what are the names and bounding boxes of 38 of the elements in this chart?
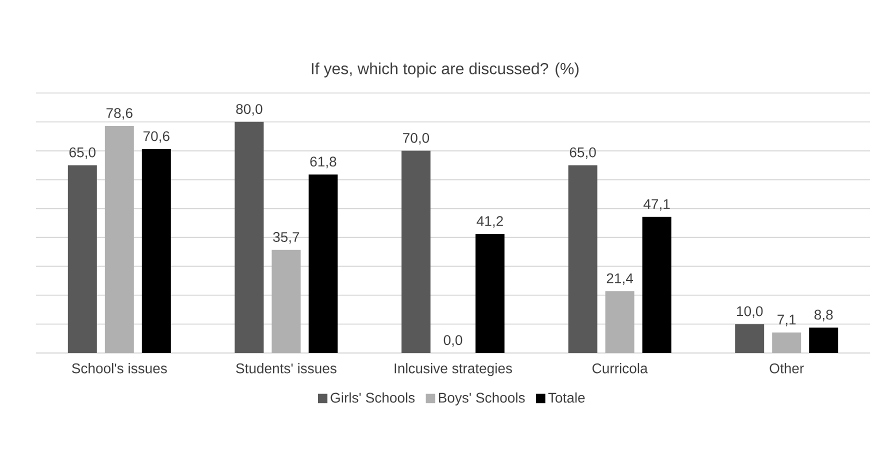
data-label: 65,0 xyxy=(570,147,596,159)
bar xyxy=(735,324,764,353)
bar xyxy=(308,174,338,353)
legend-label: Totale xyxy=(548,392,585,403)
data-label: 10,0 xyxy=(737,306,763,318)
bar xyxy=(605,291,634,353)
data-label: 47,1 xyxy=(643,199,670,211)
data-label: 8,8 xyxy=(814,310,833,322)
bar xyxy=(642,216,672,353)
chart-title: If yes, which topic are discussed? (%) xyxy=(312,62,579,78)
data-label: 21,4 xyxy=(606,273,633,285)
bar xyxy=(568,165,598,353)
data-label: 61,8 xyxy=(310,156,336,168)
bar xyxy=(809,328,838,353)
data-label: 80,0 xyxy=(236,104,262,116)
legend-label: Boys' Schools xyxy=(438,392,525,406)
legend-label: Girls' Schools xyxy=(330,392,415,403)
data-label: 35,7 xyxy=(273,232,300,244)
x-tick-label: Curricola xyxy=(592,363,648,374)
x-tick-label: Students' issues xyxy=(236,363,336,374)
bar xyxy=(402,150,431,353)
x-tick-label: School's issues xyxy=(72,363,167,374)
data-label: 70,6 xyxy=(143,131,170,143)
data-label: 70,0 xyxy=(403,132,430,145)
data-label: 7,1 xyxy=(778,314,796,326)
x-tick-label: Inlcusive strategies xyxy=(394,363,512,376)
bar xyxy=(772,332,802,353)
bar xyxy=(272,250,301,353)
bar xyxy=(234,122,264,353)
data-label: 41,2 xyxy=(476,216,503,228)
data-label: 78,6 xyxy=(106,108,132,120)
bar xyxy=(104,126,134,353)
bar xyxy=(142,149,171,353)
data-label: 0,0 xyxy=(444,335,462,347)
x-tick-label: Other xyxy=(770,363,804,374)
data-label: 65,0 xyxy=(69,147,96,159)
bar xyxy=(68,165,97,353)
bar xyxy=(476,234,505,353)
